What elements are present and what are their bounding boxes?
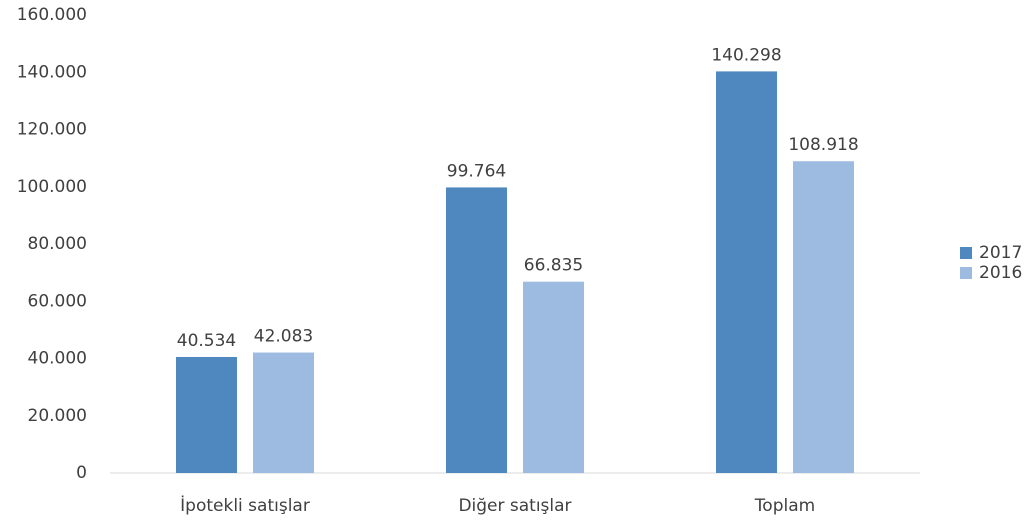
y-tick-label: 0 xyxy=(76,463,87,483)
y-tick-label: 40.000 xyxy=(28,349,87,369)
value-label: 108.918 xyxy=(788,135,858,155)
x-tick-label: Toplam xyxy=(754,496,815,516)
bar xyxy=(446,187,507,474)
value-label: 42.083 xyxy=(254,327,313,347)
value-label: 140.298 xyxy=(711,45,781,65)
y-tick-label: 80.000 xyxy=(28,234,87,254)
legend-label: 2016 xyxy=(979,263,1022,283)
x-tick-label: Diğer satışlar xyxy=(458,496,571,516)
y-tick-label: 140.000 xyxy=(17,62,87,82)
x-tick-label: İpotekli satışlar xyxy=(180,495,310,516)
bar xyxy=(523,281,584,473)
value-label: 66.835 xyxy=(524,256,583,276)
legend-label: 2017 xyxy=(979,243,1022,263)
y-tick-label: 20.000 xyxy=(28,406,87,426)
legend-swatch xyxy=(960,247,972,259)
y-tick-label: 160.000 xyxy=(17,5,87,25)
y-tick-label: 60.000 xyxy=(28,291,87,311)
bar xyxy=(793,161,854,473)
bar xyxy=(253,352,314,473)
value-label: 99.764 xyxy=(447,161,506,181)
value-label: 40.534 xyxy=(177,331,236,351)
y-tick-label: 100.000 xyxy=(17,177,87,197)
bar xyxy=(176,356,237,473)
legend-swatch xyxy=(960,267,972,279)
y-tick-label: 120.000 xyxy=(17,120,87,140)
bar xyxy=(716,71,777,473)
